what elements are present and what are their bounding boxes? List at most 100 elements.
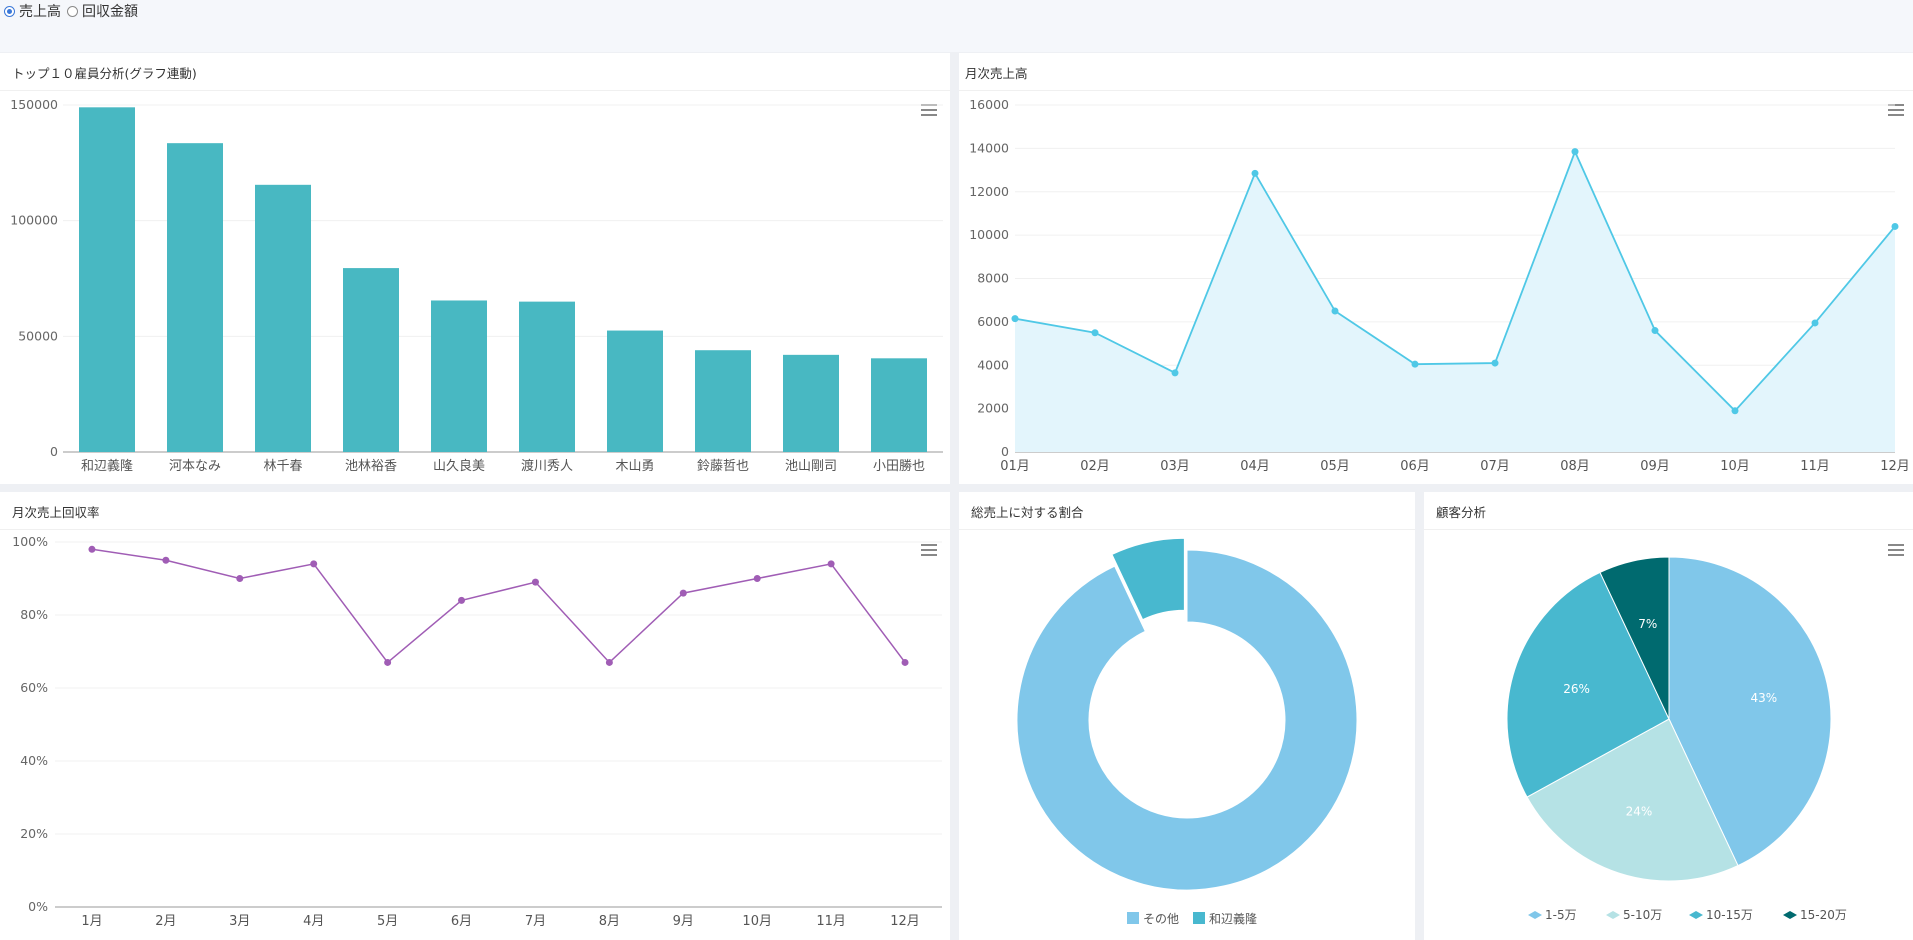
panel-top10: トップ１０雇員分析(グラフ連動) 0 50000 100000 150000 和辺義隆 河… [0,53,950,484]
x-tick-label: 木山勇 [615,459,654,474]
y-tick-label: 60% [20,680,48,695]
legend-label: その他 [1143,912,1179,926]
data-point [679,589,687,597]
y-tick-label: 6000 [977,314,1009,329]
x-tick-label: 河本なみ [169,459,221,474]
share-chart: その他 和辺義隆 [1016,537,1358,926]
panel-rate: 月次売上回収率 0% 20% 40% 60% 80% 100% 1月 2月 3月 4月 5月 6月 7月… [0,492,950,940]
x-tick-label: 9月 [673,914,694,929]
panel-divider [959,529,1415,530]
legend-swatch [1193,912,1205,924]
y-tick-label: 100% [12,534,48,549]
monthly-chart: 0 2000 4000 6000 8000 10000 12000 14000 16000 01月… [969,97,1910,474]
data-label: 26% [1563,682,1590,696]
legend-label: 15-20万 [1800,908,1847,922]
y-tick-label: 4000 [977,357,1009,372]
data-point [88,545,96,553]
x-tick-label: 池山剛司 [785,459,837,474]
x-tick-label: 2月 [155,914,176,929]
data-point [1411,360,1419,368]
data-point [605,658,613,666]
radio-collection-circle[interactable] [67,5,78,17]
x-tick-label: 山久良美 [433,458,485,474]
legend-swatch [1606,911,1620,919]
panel-share: 総売上に対する割合 その他 和辺義隆 [959,492,1415,940]
monthly-menu-icon[interactable] [1888,104,1904,116]
data-label: 43% [1751,691,1778,705]
data-point [310,560,318,568]
data-label: 24% [1626,804,1653,818]
panel-divider [0,529,950,530]
x-tick-label: 08月 [1560,459,1590,474]
x-tick-label: 林千春 [263,459,302,474]
x-tick-label: 和辺義隆 [81,458,133,474]
x-tick-label: 11月 [816,914,846,929]
bar [79,107,135,453]
x-tick-label: 09月 [1640,459,1670,474]
y-tick-label: 80% [20,607,48,622]
pie-slice [1668,556,1832,867]
x-tick-label: 渡川秀人 [521,458,573,474]
x-tick-label: 小田勝也 [873,459,925,474]
legend-label: 和辺義隆 [1209,911,1257,926]
data-point [236,575,244,582]
rate-chart: 0% 20% 40% 60% 80% 100% 1月 2月 3月 4月 5月 6月 7月 8月 9月 10月 1… [12,534,942,929]
y-tick-label: 0% [28,899,48,914]
bar [783,354,839,452]
x-tick-label: 3月 [229,914,250,929]
data-point [1651,327,1659,335]
bar [871,358,927,452]
legend-label: 10-15万 [1706,908,1753,922]
x-tick-label: 07月 [1480,459,1510,474]
y-tick-label: 2000 [977,401,1009,416]
legend-label: 5-10万 [1623,908,1662,922]
x-tick-label: 03月 [1160,459,1190,474]
customer-chart: 43% 24% 26% 7% 1-5万 5-10万 10-15万 15-20万 [1506,556,1847,922]
data-point [1251,169,1259,177]
area-fill [1015,151,1895,453]
rate-menu-icon[interactable] [921,544,937,556]
monthly-title: 月次売上高 [965,66,1028,81]
series-line [1014,149,1896,413]
y-tick-label: 100000 [10,213,58,228]
x-tick-label: 01月 [1000,459,1030,474]
legend-swatch [1689,911,1703,919]
top10-chart: 0 50000 100000 150000 和辺義隆 河本なみ 林千春 池林裕香 山久良美 渡川秀… [10,97,943,474]
y-tick-label: 50000 [18,328,58,343]
x-tick-label: 4月 [303,914,324,929]
panel-monthly: 月次売上高 0 2000 4000 6000 8000 10000 12000 14000 16… [959,53,1913,484]
x-tick-label: 池林裕香 [345,459,397,474]
data-point [1571,148,1579,156]
x-tick-label: 11月 [1800,459,1830,474]
x-tick-label: 鈴藤哲也 [697,459,749,474]
customer-menu-icon[interactable] [1888,544,1904,556]
radio-sales[interactable]: 売上高 [4,1,61,21]
x-tick-label: 05月 [1320,459,1350,474]
legend-swatch [1783,911,1797,919]
data-label: 7% [1638,617,1657,631]
bar [519,301,575,452]
data-point [1091,329,1099,337]
data-point [1811,319,1819,327]
data-point [531,578,539,586]
data-point [753,575,761,582]
pie-slice [1526,718,1739,882]
y-tick-label: 40% [20,753,48,768]
radio-sales-label: 売上高 [19,4,61,20]
data-point [1491,359,1499,367]
bar [607,330,663,452]
panel-divider [0,90,950,91]
x-tick-label: 5月 [377,914,398,929]
y-tick-label: 12000 [969,184,1009,199]
data-point [162,556,170,564]
radio-sales-circle[interactable] [4,5,15,17]
pie-slice [1506,571,1670,798]
bar [343,268,399,452]
legend-swatch [1127,912,1139,924]
data-point [384,658,392,666]
radio-collection[interactable]: 回収金額 [67,1,138,21]
customer-title: 顧客分析 [1436,505,1487,520]
data-point [458,596,466,604]
legend-label: 1-5万 [1545,908,1577,922]
x-tick-label: 12月 [1880,459,1910,474]
